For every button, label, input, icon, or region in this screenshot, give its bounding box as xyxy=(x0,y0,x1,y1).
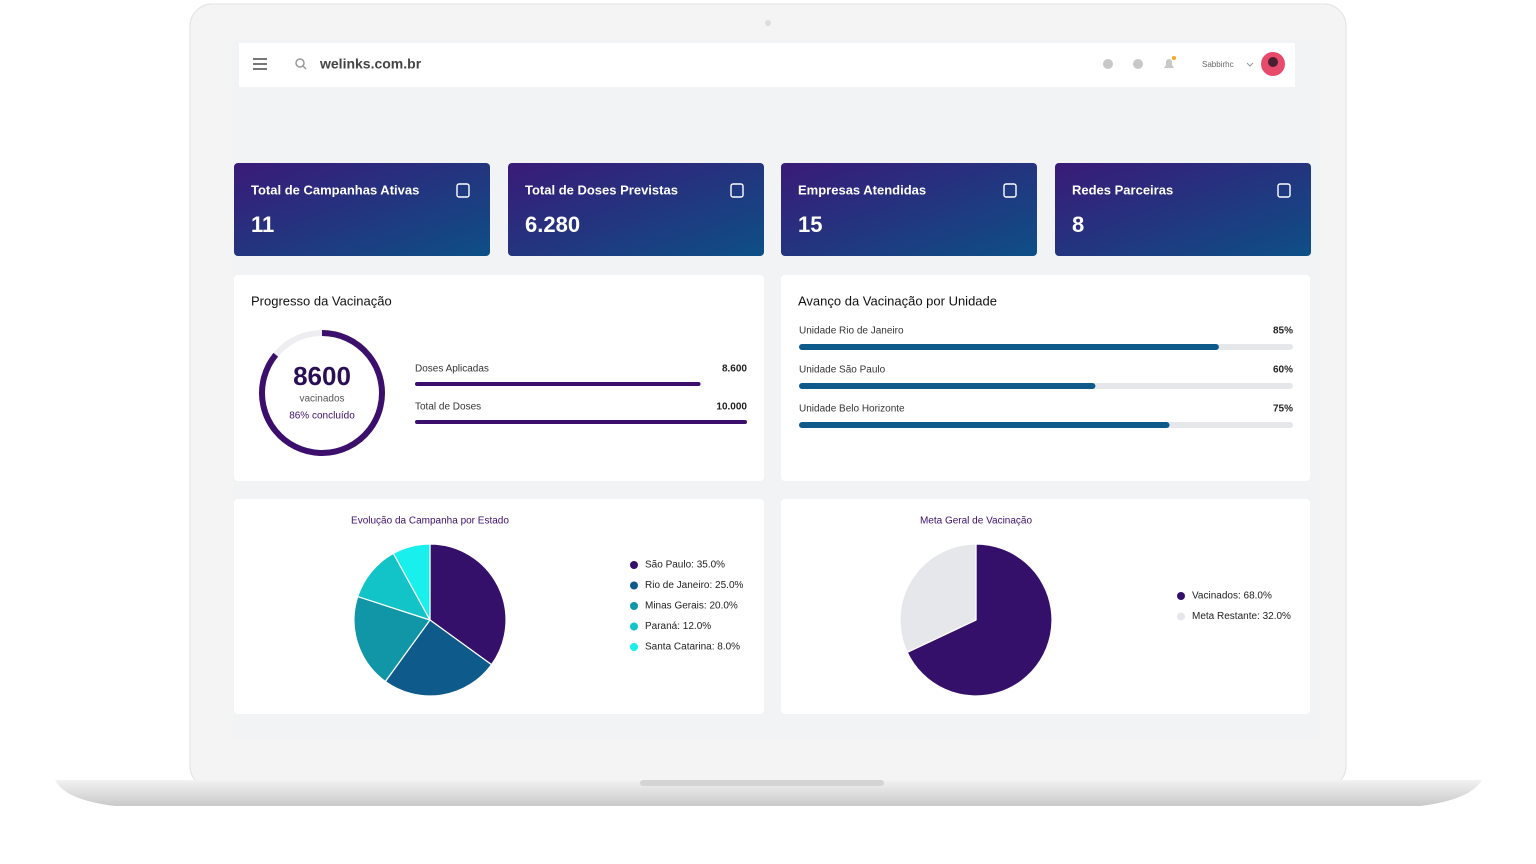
camera xyxy=(765,20,771,26)
legend-label: Rio de Janeiro: 25.0% xyxy=(645,580,744,591)
donut-value: 8600 xyxy=(293,361,351,391)
legend-dot xyxy=(630,602,638,610)
notification-dot xyxy=(1172,56,1176,60)
chart-title: Meta Geral de Vacinação xyxy=(920,516,1033,527)
legend-dot xyxy=(630,561,638,569)
kpi-card xyxy=(508,163,764,256)
legend-label: Minas Gerais: 20.0% xyxy=(645,601,738,612)
kpi-card xyxy=(1055,163,1311,256)
user-name[interactable]: Sabbirhc xyxy=(1202,60,1234,69)
laptop-base xyxy=(55,780,1482,806)
bar-label: Unidade Rio de Janeiro xyxy=(799,326,904,337)
bar-value: 60% xyxy=(1273,365,1293,376)
menu-button[interactable] xyxy=(253,58,267,70)
bar-label: Doses Aplicadas xyxy=(415,364,489,375)
pie-slice xyxy=(906,543,1053,697)
legend-dot xyxy=(1177,592,1185,600)
bar-value: 75% xyxy=(1273,404,1293,415)
header xyxy=(239,43,1295,87)
url: welinks.com.br xyxy=(319,56,422,72)
legend-dot xyxy=(630,581,638,590)
legend-label: Vacinados: 68.0% xyxy=(1192,591,1272,602)
laptop-notch xyxy=(640,780,884,786)
legend-label: Santa Catarina: 8.0% xyxy=(645,642,740,653)
kpi-value: 15 xyxy=(798,212,822,237)
units-panel xyxy=(781,275,1310,481)
pie-slice xyxy=(392,543,431,621)
pie-slice xyxy=(429,543,507,666)
kpi-icon xyxy=(730,183,744,198)
panel-title: Progresso da Vacinação xyxy=(251,293,392,308)
legend-label: Paraná: 12.0% xyxy=(645,621,711,632)
bar-value: 85% xyxy=(1273,326,1293,337)
pie-slice xyxy=(899,543,977,654)
kpi-label: Redes Parceiras xyxy=(1072,182,1173,197)
donut-arc xyxy=(259,330,385,456)
pie-slice xyxy=(353,595,431,683)
legend-label: Meta Restante: 32.0% xyxy=(1192,611,1291,622)
user-chevron[interactable] xyxy=(1246,62,1254,67)
search-icon xyxy=(295,58,307,70)
chart-title: Evolução da Campanha por Estado xyxy=(351,516,509,527)
bar-value: 10.000 xyxy=(716,402,747,413)
bar-label: Unidade Belo Horizonte xyxy=(799,404,905,415)
legend-label: São Paulo: 35.0% xyxy=(645,560,725,571)
globe-icon[interactable] xyxy=(1103,59,1113,69)
bar xyxy=(799,344,1219,350)
donut-percent: 86% concluído xyxy=(289,411,355,422)
kpi-label: Total de Doses Previstas xyxy=(525,182,678,197)
bar-label: Total de Doses xyxy=(415,402,481,413)
kpi-label: Empresas Atendidas xyxy=(798,182,926,197)
notification-icon[interactable] xyxy=(1164,59,1174,68)
kpi-icon xyxy=(1277,183,1291,198)
bar-value: 8.600 xyxy=(722,364,747,375)
pie-slice xyxy=(384,619,493,697)
bar xyxy=(415,382,701,386)
panel-title: Avanço da Vacinação por Unidade xyxy=(798,293,997,308)
kpi-card xyxy=(781,163,1037,256)
legend-dot xyxy=(1177,612,1185,621)
bar xyxy=(799,383,1096,389)
donut-caption: vacinados xyxy=(299,394,344,405)
kpi-value: 8 xyxy=(1072,212,1084,237)
kpi-icon xyxy=(456,183,470,198)
kpi-label: Total de Campanhas Ativas xyxy=(251,182,419,197)
legend-dot xyxy=(630,622,638,631)
bar-label: Unidade São Paulo xyxy=(799,365,886,376)
bar xyxy=(415,420,747,424)
kpi-value: 11 xyxy=(251,212,274,237)
bar xyxy=(799,422,1170,428)
kpi-card xyxy=(234,163,490,256)
kpi-value: 6.280 xyxy=(525,212,580,237)
chat-icon[interactable] xyxy=(1133,59,1143,69)
legend-dot xyxy=(630,643,638,651)
avatar-face xyxy=(1268,57,1278,67)
kpi-icon xyxy=(1003,183,1017,198)
